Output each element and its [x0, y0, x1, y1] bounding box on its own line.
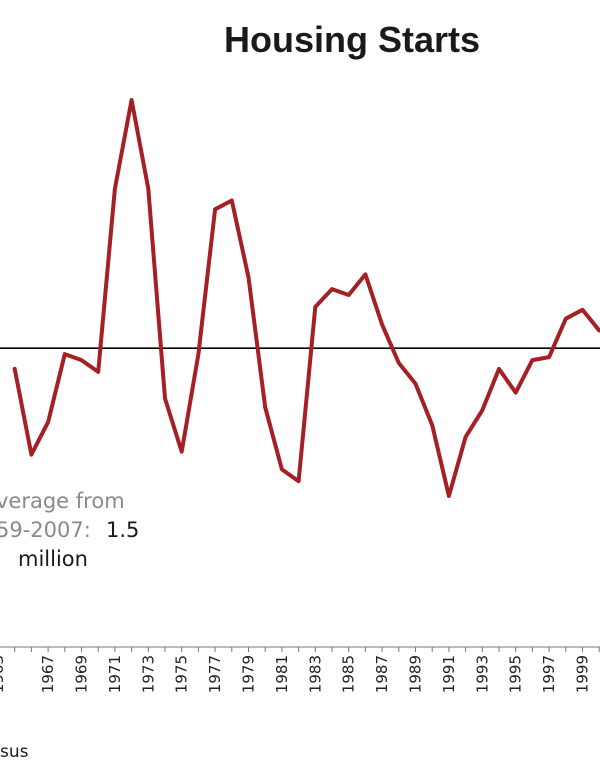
x-tick-label: 1963: [0, 655, 7, 693]
x-tick-label: 1985: [340, 655, 358, 693]
x-tick-label: 1977: [206, 655, 224, 693]
x-tick-label: 1983: [306, 655, 324, 693]
x-tick-label: 1995: [507, 655, 525, 693]
x-tick-label: 1967: [39, 655, 57, 693]
x-tick-label: 1991: [440, 655, 458, 693]
average-label-unit: million: [18, 547, 88, 571]
x-tick-label: 1987: [373, 655, 391, 693]
x-tick-label: 1975: [173, 655, 191, 693]
x-axis-ticks: 1963 1967 1969 1971 1973 1975 1977 1979 1981 1983…: [0, 647, 600, 693]
x-tick-label: 1979: [240, 655, 258, 693]
chart-title: Housing Starts: [224, 19, 480, 60]
x-tick-label: 1971: [106, 655, 124, 693]
average-annotation: verage from 59-2007: 1.5 million: [0, 489, 139, 571]
series-line: [12, 98, 600, 498]
x-tick-label: 1969: [73, 655, 91, 693]
x-tick-label: 1973: [139, 655, 157, 693]
average-label-value: 1.5: [106, 518, 139, 542]
x-tick-label: 1981: [273, 655, 291, 693]
average-label-line2: 59-2007:: [0, 518, 91, 542]
x-tick-label: 1999: [574, 655, 592, 693]
x-tick-label: 1997: [540, 655, 558, 693]
average-label-line1: verage from: [0, 489, 125, 513]
x-tick-label: 1989: [407, 655, 425, 693]
x-tick-label: 1993: [473, 655, 491, 693]
source-note: sus: [0, 742, 29, 762]
